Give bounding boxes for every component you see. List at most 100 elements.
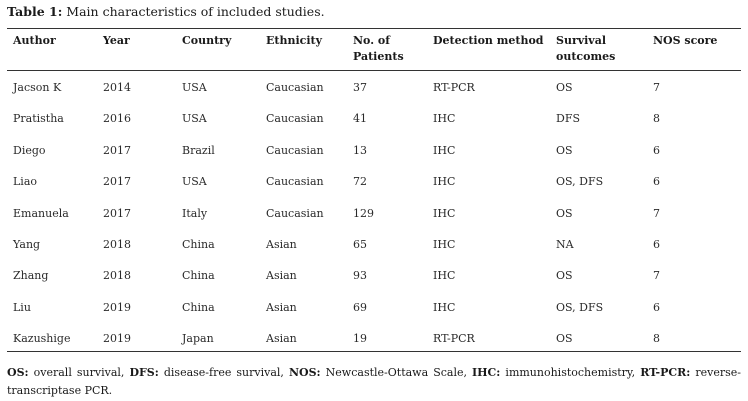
cell-detection: RT-PCR bbox=[433, 81, 475, 94]
table-row: Liao 2017 USA Caucasian 72 IHC OS, DFS 6 bbox=[7, 166, 741, 197]
table-row: Jacson K 2014 USA Caucasian 37 RT-PCR OS 7 bbox=[7, 70, 741, 103]
cell-year: 2018 bbox=[103, 269, 131, 283]
cell-author: Emanuela bbox=[13, 206, 69, 220]
cell-year: 2019 bbox=[103, 300, 131, 314]
header-row: Author Year Country Ethnicity No. of Pat… bbox=[7, 29, 741, 70]
cell-author: Liao bbox=[13, 175, 38, 189]
cell-ethnicity: Caucasian bbox=[266, 175, 324, 189]
cell-patients: 65 bbox=[353, 238, 367, 252]
cell-country: Italy bbox=[182, 206, 208, 220]
footnote-definition: disease-free survival, bbox=[158, 366, 289, 379]
footnote-definition: reverse-transcriptase PCR. bbox=[7, 366, 741, 397]
table-row: Kazushige 2019 Japan Asian 19 RT-PCR OS 8 bbox=[7, 323, 741, 354]
cell-survival: OS bbox=[556, 81, 573, 94]
header-survival: Survival outcomes bbox=[556, 34, 616, 63]
footnote-abbr: RT-PCR: bbox=[640, 366, 691, 379]
footnote-abbr: OS: bbox=[7, 366, 29, 379]
cell-survival: OS, DFS bbox=[556, 300, 604, 314]
cell-year: 2014 bbox=[103, 81, 131, 94]
cell-detection: IHC bbox=[433, 175, 456, 189]
table-row: Pratistha 2016 USA Caucasian 41 IHC DFS 8 bbox=[7, 103, 741, 134]
cell-detection: RT-PCR bbox=[433, 332, 475, 346]
cell-detection: IHC bbox=[433, 206, 456, 220]
table-caption: Table 1: Main characteristics of include… bbox=[7, 4, 325, 20]
cell-detection: IHC bbox=[433, 269, 456, 283]
caption-label: Table 1: bbox=[7, 4, 63, 19]
cell-nos: 6 bbox=[653, 175, 660, 189]
header-detection: Detection method bbox=[433, 34, 544, 47]
cell-author: Zhang bbox=[13, 269, 49, 283]
header-author: Author bbox=[13, 34, 56, 47]
cell-ethnicity: Asian bbox=[266, 269, 297, 283]
cell-country: China bbox=[182, 238, 215, 252]
cell-patients: 69 bbox=[353, 300, 367, 314]
cell-nos: 8 bbox=[653, 112, 660, 126]
footnote-definition: overall survival, bbox=[28, 366, 130, 379]
cell-nos: 7 bbox=[653, 206, 660, 220]
footnote-abbr: NOS: bbox=[288, 366, 321, 379]
table-footnote: OS: overall survival, DFS: disease-free … bbox=[7, 364, 741, 400]
cell-ethnicity: Caucasian bbox=[266, 81, 324, 94]
footnote-abbr: IHC: bbox=[472, 366, 501, 379]
cell-survival: OS bbox=[556, 269, 573, 283]
cell-country: USA bbox=[182, 112, 207, 126]
cell-patients: 72 bbox=[353, 175, 367, 189]
cell-year: 2017 bbox=[103, 175, 131, 189]
cell-year: 2017 bbox=[103, 206, 131, 220]
cell-author: Liu bbox=[13, 300, 31, 314]
cell-survival: OS, DFS bbox=[556, 175, 604, 189]
cell-patients: 41 bbox=[353, 112, 367, 126]
cell-detection: IHC bbox=[433, 300, 456, 314]
cell-nos: 6 bbox=[653, 300, 660, 314]
caption-text: Main characteristics of included studies… bbox=[66, 4, 325, 19]
table-row: Zhang 2018 China Asian 93 IHC OS 7 bbox=[7, 260, 741, 291]
cell-survival: DFS bbox=[556, 112, 580, 126]
cell-author: Diego bbox=[13, 143, 46, 157]
header-year: Year bbox=[103, 34, 130, 47]
cell-year: 2018 bbox=[103, 238, 131, 252]
cell-country: USA bbox=[182, 81, 207, 94]
cell-detection: IHC bbox=[433, 112, 456, 126]
header-patients: No. of Patients bbox=[353, 34, 404, 63]
cell-survival: OS bbox=[556, 143, 573, 157]
cell-nos: 6 bbox=[653, 143, 660, 157]
studies-table: Author Year Country Ethnicity No. of Pat… bbox=[7, 29, 741, 355]
cell-ethnicity: Caucasian bbox=[266, 112, 324, 126]
cell-nos: 7 bbox=[653, 81, 660, 94]
cell-author: Yang bbox=[13, 238, 41, 252]
cell-country: China bbox=[182, 269, 215, 283]
cell-ethnicity: Asian bbox=[266, 238, 297, 252]
header-rule bbox=[7, 70, 741, 71]
header-country: Country bbox=[182, 34, 232, 47]
cell-nos: 6 bbox=[653, 238, 660, 252]
cell-author: Kazushige bbox=[13, 332, 71, 346]
cell-nos: 8 bbox=[653, 332, 660, 346]
cell-year: 2016 bbox=[103, 112, 131, 126]
header-nos: NOS score bbox=[653, 34, 718, 47]
cell-nos: 7 bbox=[653, 269, 660, 283]
cell-year: 2017 bbox=[103, 143, 131, 157]
cell-patients: 19 bbox=[353, 332, 367, 346]
cell-author: Pratistha bbox=[13, 112, 64, 126]
cell-patients: 129 bbox=[353, 206, 374, 220]
cell-ethnicity: Caucasian bbox=[266, 206, 324, 220]
cell-country: Brazil bbox=[182, 143, 215, 157]
table-row: Yang 2018 China Asian 65 IHC NA 6 bbox=[7, 229, 741, 260]
cell-survival: OS bbox=[556, 206, 573, 220]
bottom-rule bbox=[7, 351, 741, 352]
cell-detection: IHC bbox=[433, 238, 456, 252]
cell-ethnicity: Asian bbox=[266, 332, 297, 346]
cell-patients: 37 bbox=[353, 81, 367, 94]
cell-survival: OS bbox=[556, 332, 573, 346]
table-row: Emanuela 2017 Italy Caucasian 129 IHC OS 7 bbox=[7, 198, 741, 229]
cell-patients: 93 bbox=[353, 269, 367, 283]
table-row: Liu 2019 China Asian 69 IHC OS, DFS 6 bbox=[7, 292, 741, 323]
cell-ethnicity: Caucasian bbox=[266, 143, 324, 157]
cell-country: USA bbox=[182, 175, 207, 189]
footnote-definition: immunohistochemistry, bbox=[500, 366, 641, 379]
header-ethnicity: Ethnicity bbox=[266, 34, 322, 47]
cell-year: 2019 bbox=[103, 332, 131, 346]
table-row: Diego 2017 Brazil Caucasian 13 IHC OS 6 bbox=[7, 135, 741, 166]
footnote-definition: Newcastle-Ottawa Scale, bbox=[320, 366, 473, 379]
